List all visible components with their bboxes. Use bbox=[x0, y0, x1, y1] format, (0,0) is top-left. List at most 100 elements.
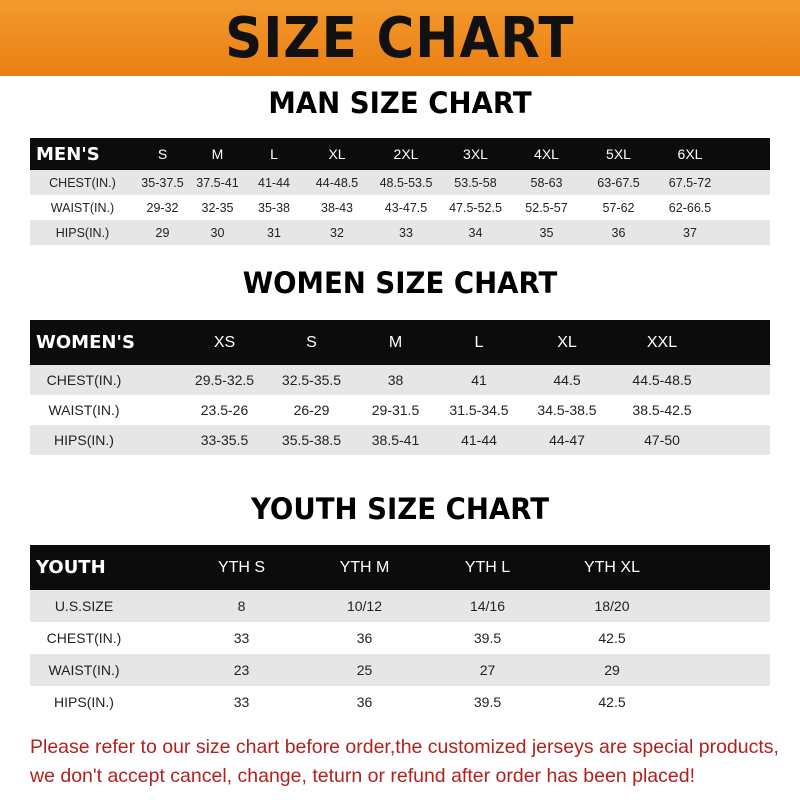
table-cell: 44-48.5 bbox=[315, 175, 359, 190]
table-row: HIPS(IN.) 33-35.5 35.5-38.5 38.5-41 41-44 44-… bbox=[30, 425, 770, 455]
table-row: WAIST(IN.) 23.5-26 26-29 29-31.5 31.5-34.5 34… bbox=[30, 395, 770, 425]
size-header: YTH XL bbox=[583, 558, 640, 576]
table-cell: 23.5-26 bbox=[200, 402, 249, 418]
table-cell: 26-29 bbox=[293, 402, 330, 418]
table-cell: 34.5-38.5 bbox=[537, 402, 597, 418]
size-header: L bbox=[474, 333, 484, 351]
table-cell: 32 bbox=[330, 225, 344, 240]
size-header: 3XL bbox=[463, 146, 488, 162]
size-header: 4XL bbox=[534, 146, 559, 162]
table-label: YOUTH bbox=[36, 557, 106, 578]
header-row: WOMEN'S XS S M L XL XXL bbox=[30, 320, 770, 365]
table-cell: 42.5 bbox=[598, 694, 626, 710]
table-row: HIPS(IN.) 33 36 39.5 42.5 bbox=[30, 686, 770, 718]
table-cell: 29-31.5 bbox=[371, 402, 420, 418]
table-cell: 37.5-41 bbox=[196, 175, 239, 190]
size-header: M bbox=[211, 146, 224, 162]
table-cell: 37 bbox=[683, 225, 697, 240]
header-row: MEN'S S M L XL 2XL 3XL 4XL 5XL 6XL bbox=[30, 138, 770, 170]
row-label: HIPS(IN.) bbox=[54, 694, 114, 710]
table-label: WOMEN'S bbox=[36, 332, 135, 353]
table-cell: 32.5-35.5 bbox=[281, 372, 342, 388]
table-cell: 39.5 bbox=[473, 630, 502, 646]
table-cell: 29 bbox=[604, 662, 620, 678]
table-cell: 43-47.5 bbox=[384, 200, 428, 215]
table-cell: 36 bbox=[611, 225, 626, 240]
table-cell: 39.5 bbox=[473, 694, 502, 710]
size-header: YTH M bbox=[339, 558, 390, 576]
table-cell: 41-44 bbox=[461, 432, 497, 448]
table-row: WAIST(IN.) 29-32 32-35 35-38 38-43 43-47.5 47.… bbox=[30, 195, 770, 220]
table-cell: 29-32 bbox=[146, 200, 179, 215]
table-cell: 44.5 bbox=[553, 372, 581, 388]
notice-line: Please refer to our size chart before or… bbox=[30, 736, 779, 758]
table-row: WAIST(IN.) 23 25 27 29 bbox=[30, 654, 770, 686]
table-cell: 35 bbox=[539, 225, 554, 240]
table-cell: 14/16 bbox=[469, 598, 506, 614]
table-cell: 27 bbox=[479, 662, 496, 678]
table-row: CHEST(IN.) 33 36 39.5 42.5 bbox=[30, 622, 770, 654]
table-cell: 30 bbox=[210, 225, 225, 240]
table-cell: 35-38 bbox=[258, 200, 290, 215]
table-cell: 41 bbox=[471, 372, 487, 388]
row-label: WAIST(IN.) bbox=[50, 200, 115, 215]
table-cell: 33 bbox=[233, 630, 250, 646]
table-cell: 33 bbox=[233, 694, 250, 710]
men-title: MAN SIZE CHART bbox=[268, 86, 532, 120]
table-cell: 63-67.5 bbox=[597, 175, 640, 190]
women-title: WOMEN SIZE CHART bbox=[242, 266, 558, 300]
table-cell: 47-50 bbox=[644, 432, 680, 448]
size-header: YTH S bbox=[217, 558, 266, 576]
size-header: L bbox=[270, 146, 278, 162]
table-cell: 32-35 bbox=[201, 200, 234, 215]
table-cell: 57-62 bbox=[602, 200, 635, 215]
table-cell: 29.5-32.5 bbox=[194, 372, 255, 388]
table-cell: 31 bbox=[267, 225, 281, 240]
row-label: HIPS(IN.) bbox=[55, 225, 110, 240]
table-cell: 35.5-38.5 bbox=[281, 432, 342, 448]
table-cell: 53.5-58 bbox=[454, 175, 497, 190]
table-cell: 52.5-57 bbox=[525, 200, 568, 215]
table-cell: 29 bbox=[155, 225, 170, 240]
table-row: CHEST(IN.) 29.5-32.5 32.5-35.5 38 41 44.5 44.5… bbox=[30, 365, 770, 395]
table-cell: 42.5 bbox=[598, 630, 626, 646]
table-cell: 38.5-42.5 bbox=[632, 402, 692, 418]
table-cell: 35-37.5 bbox=[141, 175, 184, 190]
size-header: XL bbox=[328, 146, 346, 162]
size-header: 6XL bbox=[677, 146, 703, 162]
table-cell: 58-63 bbox=[530, 175, 563, 190]
table-cell: 10/12 bbox=[346, 598, 383, 614]
table-cell: 23 bbox=[233, 662, 250, 678]
table-cell: 38-43 bbox=[321, 200, 353, 215]
table-row: HIPS(IN.) 29 30 31 32 33 34 35 36 37 bbox=[30, 220, 770, 245]
table-row: CHEST(IN.) 35-37.5 37.5-41 41-44 44-48.5 48.5… bbox=[30, 170, 770, 195]
row-label: CHEST(IN.) bbox=[49, 175, 116, 190]
table-cell: 36 bbox=[356, 694, 373, 710]
table-label: MEN'S bbox=[36, 143, 100, 165]
row-label: CHEST(IN.) bbox=[46, 630, 122, 646]
size-header: 5XL bbox=[606, 146, 631, 162]
header-row: YOUTH YTH S YTH M YTH L YTH XL bbox=[30, 545, 770, 590]
size-header: S bbox=[306, 333, 317, 351]
size-header: 2XL bbox=[393, 146, 419, 162]
order-notice: Please refer to our size chart before or… bbox=[30, 733, 790, 791]
youth-title: YOUTH SIZE CHART bbox=[250, 492, 550, 526]
banner: SIZE CHART bbox=[0, 0, 800, 76]
size-header: M bbox=[388, 333, 403, 351]
table-cell: 18/20 bbox=[594, 598, 630, 614]
women-size-table: WOMEN'S XS S M L XL XXL CHEST(IN.) 29.5-32.5 32.5… bbox=[30, 320, 770, 455]
table-row: U.S.SIZE 8 10/12 14/16 18/20 bbox=[30, 590, 770, 622]
table-cell: 44-47 bbox=[549, 432, 585, 448]
size-header: S bbox=[157, 146, 168, 162]
table-cell: 31.5-34.5 bbox=[449, 402, 509, 418]
men-size-table: MEN'S S M L XL 2XL 3XL 4XL 5XL 6XL CHEST(IN.) 35-37… bbox=[30, 138, 770, 245]
row-label: WAIST(IN.) bbox=[48, 662, 120, 678]
notice-line: we don't accept cancel, change, teturn o… bbox=[30, 765, 695, 787]
table-cell: 47.5-52.5 bbox=[449, 200, 502, 215]
size-header: YTH L bbox=[464, 558, 511, 576]
table-cell: 62-66.5 bbox=[668, 200, 712, 215]
table-cell: 48.5-53.5 bbox=[379, 175, 433, 190]
table-cell: 38.5-41 bbox=[371, 432, 420, 448]
table-cell: 38 bbox=[387, 372, 404, 388]
size-header: XL bbox=[557, 333, 577, 351]
